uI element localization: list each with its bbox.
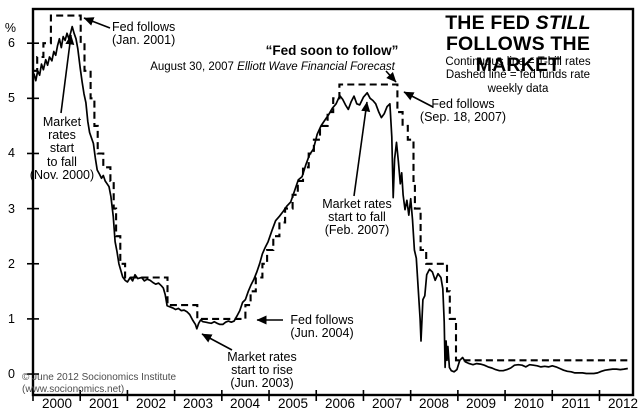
arrow-quote-fed-soon-to-follow	[385, 70, 397, 83]
quote-source-date: August 30, 2007	[150, 61, 238, 73]
fed-funds-rate-line	[33, 14, 631, 362]
y-axis-label: 5	[8, 91, 15, 105]
x-axis-label: 2006	[324, 396, 356, 411]
arrow-fed-follows-sep-2007	[403, 91, 434, 108]
arrow-market-fall-nov-2000	[60, 34, 75, 114]
x-axis-label: 2004	[229, 396, 261, 411]
x-axis-label: 2005	[277, 396, 309, 411]
x-axis-label: 2012	[607, 396, 639, 411]
y-axis-label: 3	[8, 202, 15, 216]
chart-title-text: THE FED	[445, 12, 536, 34]
t-bill-rates-line	[33, 25, 628, 375]
annotation-market-rates-rise-jun-2003: Market rates start to rise (Jun. 2003)	[227, 350, 297, 391]
arrow-fed-follows-jan-2001	[83, 17, 111, 29]
legend-solid-line-entry: Continuous line = T-bill rates	[445, 56, 591, 68]
annotation-market-rates-fall-feb-2007: Market rates start to fall (Feb. 2007)	[322, 197, 392, 238]
y-axis-label: 4	[8, 146, 15, 160]
x-axis-label: 2009	[465, 396, 497, 411]
arrow-market-fall-feb-2007	[353, 101, 371, 197]
y-axis-label: 1	[8, 312, 15, 326]
legend-frequency-note: weekly data	[487, 82, 549, 95]
y-axis-label: 0	[8, 367, 15, 381]
y-axis-label: 6	[8, 36, 15, 50]
forecast-quote-source: August 30, 2007 Elliott Wave Financial F…	[150, 61, 395, 73]
chart-title: THE FED STILL FOLLOWS THE MARKET	[402, 13, 634, 76]
x-axis-label: 2007	[371, 396, 403, 411]
plot-frame	[31, 7, 635, 397]
chart-title-italic-word: STILL	[535, 12, 591, 34]
annotation-market-rates-fall-nov-2000: Market rates start to fall (Nov. 2000)	[29, 115, 95, 182]
x-axis-label: 2008	[418, 396, 450, 411]
arrow-market-rise-jun-2003	[201, 333, 233, 351]
annotation-fed-follows-jun-2004: Fed follows (Jun. 2004)	[290, 313, 354, 341]
annotation-fed-follows-jan-2001: Fed follows (Jan. 2001)	[112, 20, 176, 48]
x-axis-label: 2002	[135, 396, 167, 411]
x-axis-label: 2011	[561, 396, 591, 411]
chart-title-line1: THE FED STILL	[402, 13, 634, 34]
x-axis-label: 2000	[41, 396, 73, 411]
y-axis-unit-label: %	[4, 21, 16, 35]
annotation-arrows	[60, 17, 434, 351]
legend: Continuous line = T-bill rates Dashed li…	[402, 56, 634, 96]
axis-ticks	[27, 42, 601, 401]
quote-source-publication: Elliott Wave Financial Forecast	[237, 61, 395, 73]
x-axis-label: 2003	[182, 396, 214, 411]
legend-dashed-line-entry: Dashed line = fed funds rate	[445, 69, 591, 82]
x-axis-label: 2010	[513, 396, 545, 411]
annotation-fed-follows-sep-2007: Fed follows (Sep. 18, 2007)	[419, 97, 507, 125]
x-axis-label: 2001	[88, 396, 120, 411]
chart-title-line2: FOLLOWS THE MARKET	[445, 33, 591, 76]
y-axis-label: 2	[8, 257, 15, 271]
forecast-quote: “Fed soon to follow”	[265, 43, 399, 58]
copyright-notice: © June 2012 Socionomics Institute (www.s…	[22, 372, 177, 395]
